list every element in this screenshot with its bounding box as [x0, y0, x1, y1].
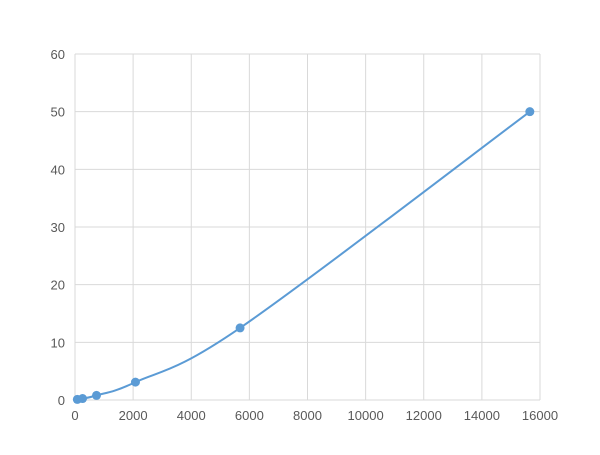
- y-tick-label: 40: [51, 162, 65, 177]
- data-point: [525, 107, 535, 117]
- x-tick-label: 12000: [406, 408, 442, 423]
- y-tick-label: 20: [51, 278, 65, 293]
- y-tick-label: 30: [51, 220, 65, 235]
- y-tick-label: 10: [51, 335, 65, 350]
- y-tick-label: 0: [58, 393, 65, 408]
- x-tick-label: 2000: [119, 408, 148, 423]
- series-line: [77, 110, 531, 401]
- x-tick-label: 14000: [464, 408, 500, 423]
- x-tick-label: 10000: [348, 408, 384, 423]
- x-tick-label: 8000: [293, 408, 322, 423]
- data-point: [92, 390, 102, 400]
- data-point: [78, 394, 88, 404]
- y-tick-label: 60: [51, 47, 65, 62]
- data-point: [235, 323, 245, 333]
- x-tick-label: 16000: [522, 408, 558, 423]
- x-tick-label: 0: [71, 408, 78, 423]
- data-point: [130, 377, 140, 387]
- y-tick-label: 50: [51, 105, 65, 120]
- x-tick-label: 4000: [177, 408, 206, 423]
- x-tick-label: 6000: [235, 408, 264, 423]
